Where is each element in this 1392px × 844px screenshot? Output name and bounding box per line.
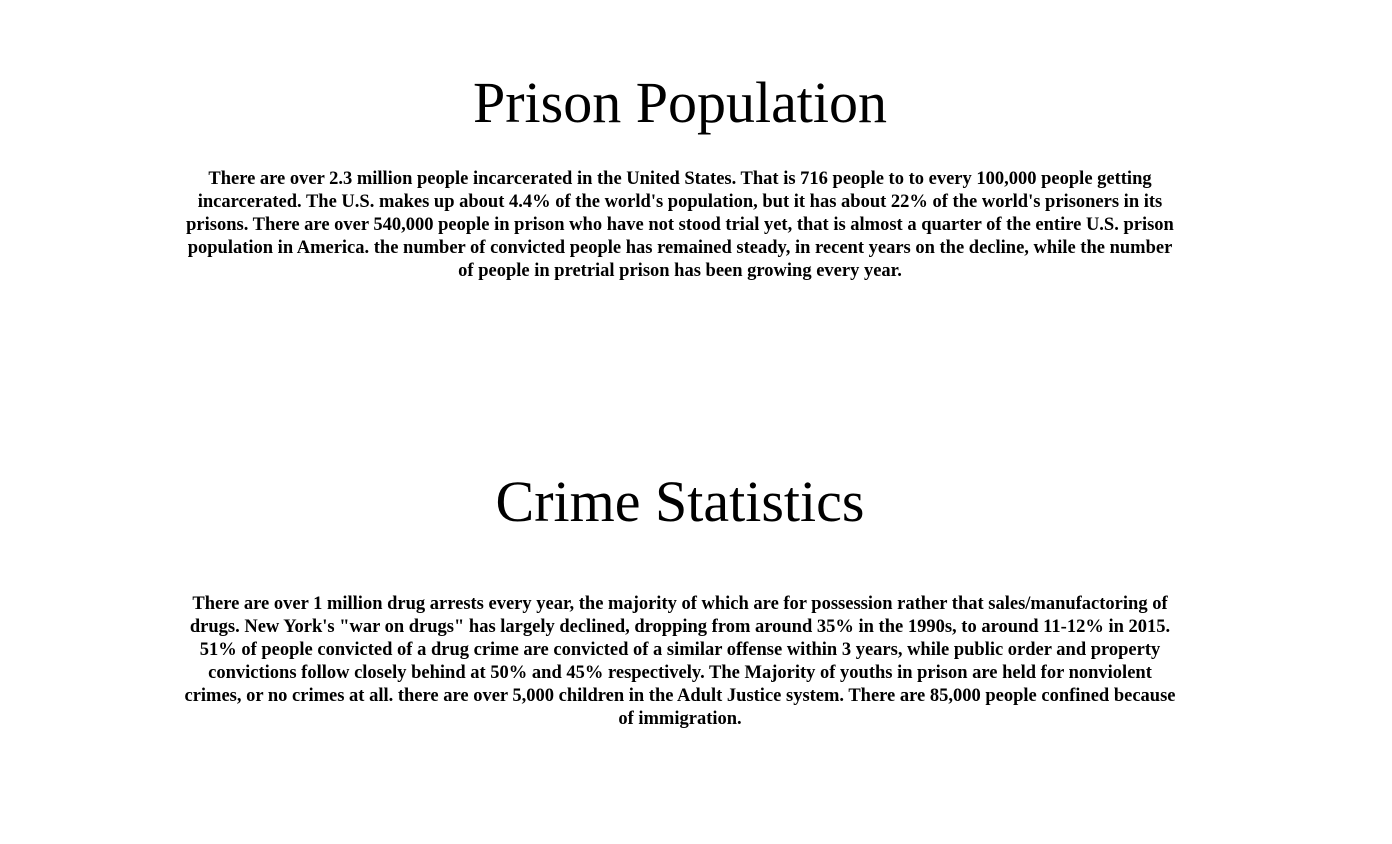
section-paragraph: There are over 1 million drug arrests ev…	[184, 594, 1176, 729]
section-heading: Crime Statistics	[495, 469, 865, 534]
crime-statistics-section: Crime Statistics There are over 1 millio…	[180, 469, 1180, 731]
section-heading: Prison Population	[472, 70, 888, 135]
section-paragraph: There are over 2.3 million people incarc…	[186, 169, 1174, 281]
prison-population-section: Prison Population There are over 2.3 mil…	[180, 70, 1180, 283]
